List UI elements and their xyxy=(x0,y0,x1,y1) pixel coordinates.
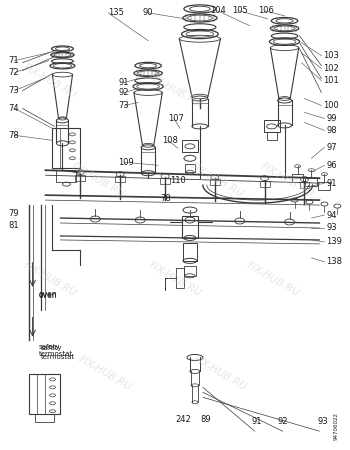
Bar xyxy=(184,266,196,276)
Text: FIX-HUB.RU: FIX-HUB.RU xyxy=(189,161,245,199)
Bar xyxy=(292,174,303,182)
Text: 108: 108 xyxy=(162,136,178,145)
Bar xyxy=(35,414,55,422)
Text: 139: 139 xyxy=(327,238,342,247)
Text: FIX-HUB.RU: FIX-HUB.RU xyxy=(21,260,78,298)
Text: 92: 92 xyxy=(278,417,288,426)
Text: 96: 96 xyxy=(327,161,337,170)
Text: 97: 97 xyxy=(327,143,337,152)
Text: termostat: termostat xyxy=(41,355,75,360)
Text: 81: 81 xyxy=(9,220,19,230)
Text: 79: 79 xyxy=(9,208,19,217)
Text: safety: safety xyxy=(41,345,62,351)
Text: 93: 93 xyxy=(327,224,337,233)
Bar xyxy=(56,170,76,182)
Text: 73: 73 xyxy=(9,86,19,95)
Bar xyxy=(160,178,170,184)
Text: 72: 72 xyxy=(9,68,19,77)
Bar xyxy=(300,182,309,188)
Text: 78: 78 xyxy=(9,131,19,140)
Text: 103: 103 xyxy=(323,51,339,60)
Bar xyxy=(182,140,198,152)
Text: 90: 90 xyxy=(142,9,153,18)
Text: FIX-HUB.RU: FIX-HUB.RU xyxy=(70,161,127,199)
Text: FIX-HUB.RU: FIX-HUB.RU xyxy=(77,354,134,392)
Bar xyxy=(318,182,330,190)
Bar xyxy=(260,180,270,187)
Text: 91: 91 xyxy=(252,417,262,426)
Text: 106: 106 xyxy=(258,6,274,15)
Bar xyxy=(182,216,198,238)
Text: 101: 101 xyxy=(323,76,339,85)
Text: 94706022: 94706022 xyxy=(334,412,339,440)
Text: 110: 110 xyxy=(170,176,186,184)
Text: 99: 99 xyxy=(327,114,337,123)
Text: 74: 74 xyxy=(9,104,19,113)
Text: 100: 100 xyxy=(323,101,339,110)
Text: 109: 109 xyxy=(118,158,134,167)
Text: 242: 242 xyxy=(175,415,191,424)
Text: safety: safety xyxy=(38,343,60,350)
Text: 93: 93 xyxy=(317,417,328,426)
Bar xyxy=(183,243,197,261)
Text: 78: 78 xyxy=(160,194,171,202)
Text: 89: 89 xyxy=(200,415,211,424)
Text: 135: 135 xyxy=(108,9,124,18)
Bar xyxy=(75,175,85,181)
Text: 107: 107 xyxy=(168,114,184,123)
Text: 104: 104 xyxy=(210,6,226,15)
Text: 71: 71 xyxy=(9,56,19,65)
Text: 138: 138 xyxy=(327,257,342,266)
Bar xyxy=(29,374,61,414)
Bar xyxy=(264,121,280,132)
Text: 91: 91 xyxy=(327,179,337,188)
Bar xyxy=(306,178,317,186)
Bar xyxy=(176,268,184,288)
Text: 73: 73 xyxy=(118,101,129,110)
Text: 92: 92 xyxy=(118,88,129,97)
Text: FIX-HUB.RU: FIX-HUB.RU xyxy=(258,161,315,199)
Bar xyxy=(185,164,195,172)
Bar xyxy=(210,179,220,185)
Text: 94: 94 xyxy=(327,211,337,220)
Text: 91: 91 xyxy=(118,78,129,87)
Text: FIX-HUB.RU: FIX-HUB.RU xyxy=(147,72,203,110)
Text: 102: 102 xyxy=(323,64,339,73)
Text: 105: 105 xyxy=(232,6,247,15)
Bar xyxy=(52,128,80,168)
Text: FIX-HUB.RU: FIX-HUB.RU xyxy=(147,260,203,298)
Text: 98: 98 xyxy=(327,126,337,135)
Text: FIX-HUB.RU: FIX-HUB.RU xyxy=(21,63,78,101)
Text: termostat: termostat xyxy=(38,351,73,357)
Text: oven: oven xyxy=(38,290,57,299)
Bar xyxy=(267,132,276,140)
Text: FIX-HUB.RU: FIX-HUB.RU xyxy=(192,354,248,392)
Bar xyxy=(115,176,125,182)
Text: oven: oven xyxy=(38,291,57,300)
Text: FIX-HUB.RU: FIX-HUB.RU xyxy=(244,260,301,298)
